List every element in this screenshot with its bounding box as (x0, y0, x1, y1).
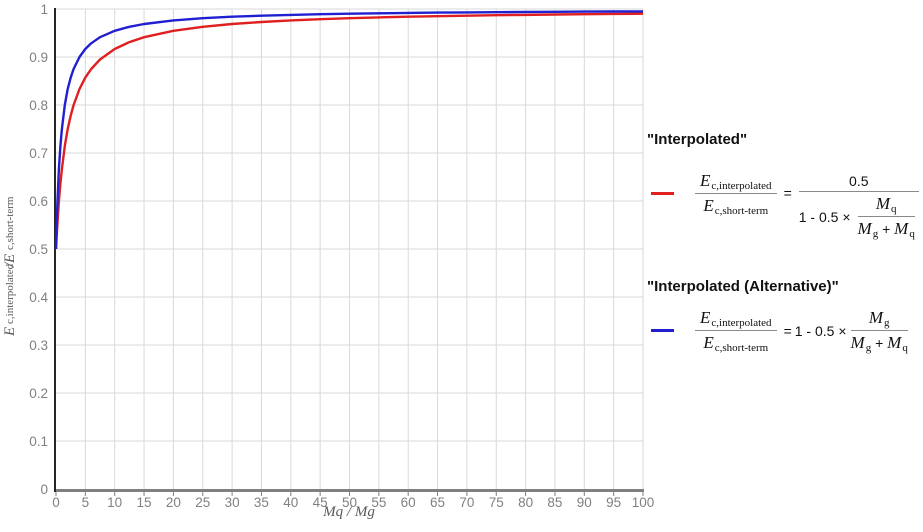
subscript: c,short-term (714, 204, 769, 217)
subscript: g (865, 342, 872, 354)
svg-text:0.6: 0.6 (29, 194, 48, 209)
fraction-denominator: Ec,short-term (703, 331, 769, 354)
svg-text:50: 50 (342, 495, 357, 510)
var-M: M (850, 333, 865, 352)
svg-text:60: 60 (401, 495, 416, 510)
svg-text:20: 20 (166, 495, 181, 510)
fraction-numerator: Mq (857, 194, 915, 217)
fraction-denominator: Ec,short-term (703, 194, 769, 217)
inner-fraction: Mg Mg + Mq (850, 308, 908, 354)
svg-text:40: 40 (283, 495, 298, 510)
fraction-numerator: Ec,interpolated (695, 171, 777, 194)
legend-title-interpolated-alternative: "Interpolated (Alternative)" (647, 278, 839, 295)
svg-text:95: 95 (606, 495, 621, 510)
svg-text:0.4: 0.4 (29, 290, 48, 305)
svg-text:10: 10 (107, 495, 122, 510)
x-tick-labels: 0 5 10 15 20 25 30 35 40 45 50 55 60 65 70 75 80 85 90 95 10… (52, 495, 654, 510)
plus-sign: + (875, 335, 884, 351)
subscript: g (872, 228, 879, 240)
lhs-fraction: Ec,interpolated Ec,short-term (695, 171, 777, 217)
lhs-fraction: Ec,interpolated Ec,short-term (695, 308, 777, 354)
svg-text:35: 35 (254, 495, 269, 510)
svg-text:0.2: 0.2 (29, 386, 48, 401)
y-axis-title-var: E (2, 253, 18, 263)
svg-text:0.7: 0.7 (29, 146, 48, 161)
svg-text:30: 30 (225, 495, 240, 510)
y-axis-title-sub: c,interpolated (4, 263, 16, 324)
plot-area: 0 5 10 15 20 25 30 35 40 45 50 55 60 65 70 75 80 85 90 95 10… (29, 2, 654, 510)
y-axis-title-var: E (2, 326, 18, 337)
var-E: E (703, 333, 714, 352)
fraction-denominator: 1 - 0.5 × Mq Mg + Mq (798, 192, 919, 240)
svg-text:15: 15 (137, 495, 152, 510)
subscript: c,short-term (714, 342, 769, 354)
var-M: M (894, 219, 909, 238)
fraction-numerator: 0.5 (798, 173, 919, 192)
var-M: M (875, 194, 890, 213)
svg-text:65: 65 (430, 495, 445, 510)
svg-text:0.9: 0.9 (29, 50, 48, 65)
legend-formula-interpolated-alternative: Ec,interpolated Ec,short-term = 1 - 0.5 … (651, 308, 912, 354)
fraction-denominator: Mg + Mq (857, 217, 915, 240)
svg-text:45: 45 (313, 495, 328, 510)
svg-text:70: 70 (459, 495, 474, 510)
rhs-fraction: 0.5 1 - 0.5 × Mq Mg + Mq (798, 173, 919, 240)
subscript: c,interpolated (711, 317, 772, 329)
fraction-numerator: Ec,interpolated (695, 308, 777, 331)
fraction-denominator: Mg + Mq (850, 331, 908, 354)
inner-fraction: Mq Mg + Mq (857, 194, 915, 240)
svg-text:80: 80 (518, 495, 533, 510)
subscript: c,interpolated (711, 179, 772, 192)
var-M: M (857, 219, 872, 238)
y-tick-labels: 0 0.1 0.2 0.3 0.4 0.5 0.6 0.7 0.8 0.9 1 (29, 2, 48, 497)
svg-text:0: 0 (52, 495, 60, 510)
var-E: E (700, 308, 711, 327)
series-line-0 (54, 12, 644, 250)
operator-text: 1 - 0.5 × (798, 208, 851, 225)
operator-text: 1 - 0.5 × (794, 322, 847, 339)
equals-sign: = (783, 185, 792, 201)
svg-text:90: 90 (577, 495, 592, 510)
equals-sign: = (783, 322, 792, 339)
var-E: E (703, 195, 714, 215)
svg-text:55: 55 (371, 495, 386, 510)
gridlines (56, 8, 644, 489)
x-axis-title: Mq / Mg (323, 504, 375, 520)
svg-text:5: 5 (82, 495, 90, 510)
svg-text:0.5: 0.5 (29, 242, 48, 257)
svg-text:0.1: 0.1 (29, 434, 48, 449)
svg-text:100: 100 (632, 495, 655, 510)
subscript: q (891, 203, 897, 215)
svg-text:0: 0 (40, 482, 48, 497)
subscript: g (884, 317, 890, 329)
axes (54, 8, 644, 496)
fraction-numerator: Mg (850, 308, 908, 331)
series-line-1 (54, 10, 644, 250)
legend-title-interpolated: "Interpolated" (647, 131, 748, 148)
svg-text:0.3: 0.3 (29, 338, 48, 353)
var-E: E (700, 170, 711, 190)
red-line-swatch (651, 191, 674, 195)
legend-formula-interpolated: Ec,interpolated Ec,short-term = 0.5 1 - … (651, 160, 923, 240)
svg-text:1: 1 (40, 2, 48, 17)
svg-text:0.8: 0.8 (29, 98, 48, 113)
var-M: M (887, 333, 902, 352)
y-axis-title-sub: c,short-term (4, 196, 16, 251)
svg-text:85: 85 (547, 495, 562, 510)
blue-line-swatch (651, 329, 674, 332)
svg-text:25: 25 (195, 495, 210, 510)
var-M: M (868, 308, 883, 327)
subscript: q (909, 228, 915, 240)
plus-sign: + (882, 221, 891, 237)
subscript: q (902, 342, 908, 354)
svg-text:75: 75 (489, 495, 504, 510)
